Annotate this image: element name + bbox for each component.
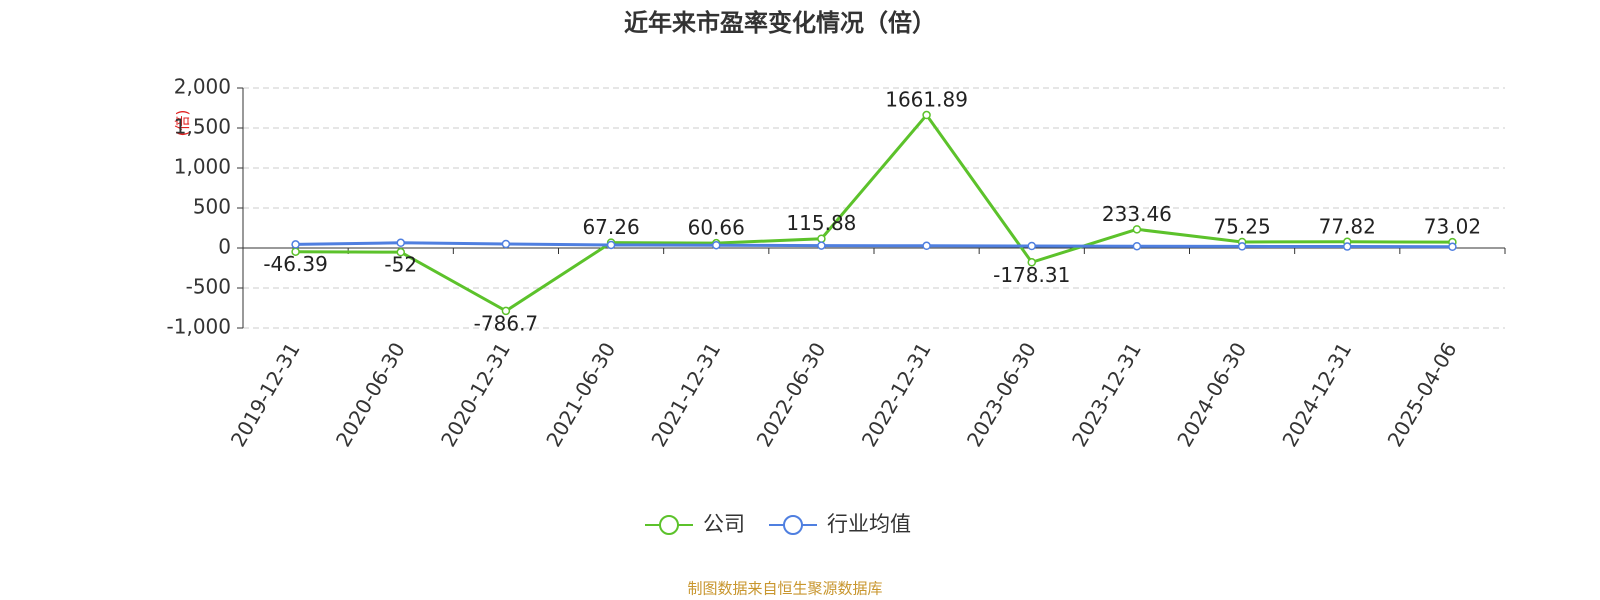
point (1237, 242, 1247, 251)
point (922, 110, 931, 120)
data-label: -46.39 (263, 252, 327, 276)
point (1448, 242, 1457, 252)
data-label: 77.82 (1319, 214, 1376, 238)
legend-marker (659, 515, 679, 535)
data-label: 73.02 (1424, 215, 1481, 239)
point (501, 239, 511, 249)
point (396, 247, 405, 257)
point (291, 240, 300, 249)
source-note: 制图数据来自恒生聚源数据库 (687, 580, 882, 598)
x-tick-label: 2024-12-31 (1277, 338, 1356, 451)
y-tick-label: -500 (186, 275, 231, 299)
point (606, 240, 616, 250)
y-tick-label: 1,000 (174, 155, 231, 179)
data-label: -52 (384, 253, 417, 277)
y-tick-label: 500 (193, 195, 231, 219)
point (396, 238, 405, 248)
legend-marker (783, 515, 803, 535)
y-tick-label: 1,500 (174, 115, 231, 139)
x-tick-label: 2021-06-30 (541, 338, 620, 451)
point (817, 241, 826, 250)
series-line (295, 112, 1453, 313)
y-axis-label: (倍) (174, 110, 192, 137)
point (922, 241, 931, 251)
data-label: 60.66 (688, 216, 745, 240)
point (1027, 241, 1036, 251)
point (1132, 241, 1142, 251)
series-line (295, 241, 1453, 249)
data-label: -786.7 (474, 311, 538, 335)
data-label: 115.88 (786, 211, 856, 235)
x-tick-label: 2022-06-30 (752, 338, 831, 451)
legend-label: 公司 (703, 512, 745, 536)
x-tick-label: 2020-12-31 (436, 338, 515, 451)
point (1132, 225, 1142, 234)
chart-title: 近年来市盈率变化情况（倍） (624, 9, 936, 37)
point (712, 240, 721, 250)
y-tick-label: -1,000 (167, 315, 231, 339)
data-label: 75.25 (1213, 214, 1270, 238)
x-tick-label: 2025-04-06 (1383, 338, 1462, 451)
x-tick-label: 2019-12-31 (226, 338, 305, 451)
x-tick-label: 2020-06-30 (331, 338, 410, 451)
x-tick-label: 2024-06-30 (1172, 338, 1251, 451)
data-label: 67.26 (582, 215, 639, 239)
y-tick-label: 2,000 (174, 75, 231, 99)
y-tick-label: 0 (218, 235, 231, 259)
point (501, 306, 511, 316)
x-tick-label: 2023-06-30 (962, 338, 1041, 451)
point (817, 234, 826, 243)
legend-label: 行业均值 (827, 512, 911, 536)
data-label: 1661.89 (885, 88, 968, 112)
point (1027, 258, 1036, 267)
x-tick-label: 2022-12-31 (857, 338, 936, 451)
data-label: 233.46 (1102, 202, 1172, 226)
point (1343, 242, 1352, 251)
x-tick-label: 2023-12-31 (1067, 338, 1146, 451)
data-label: -178.31 (993, 263, 1070, 287)
x-tick-label: 2021-12-31 (646, 338, 725, 451)
